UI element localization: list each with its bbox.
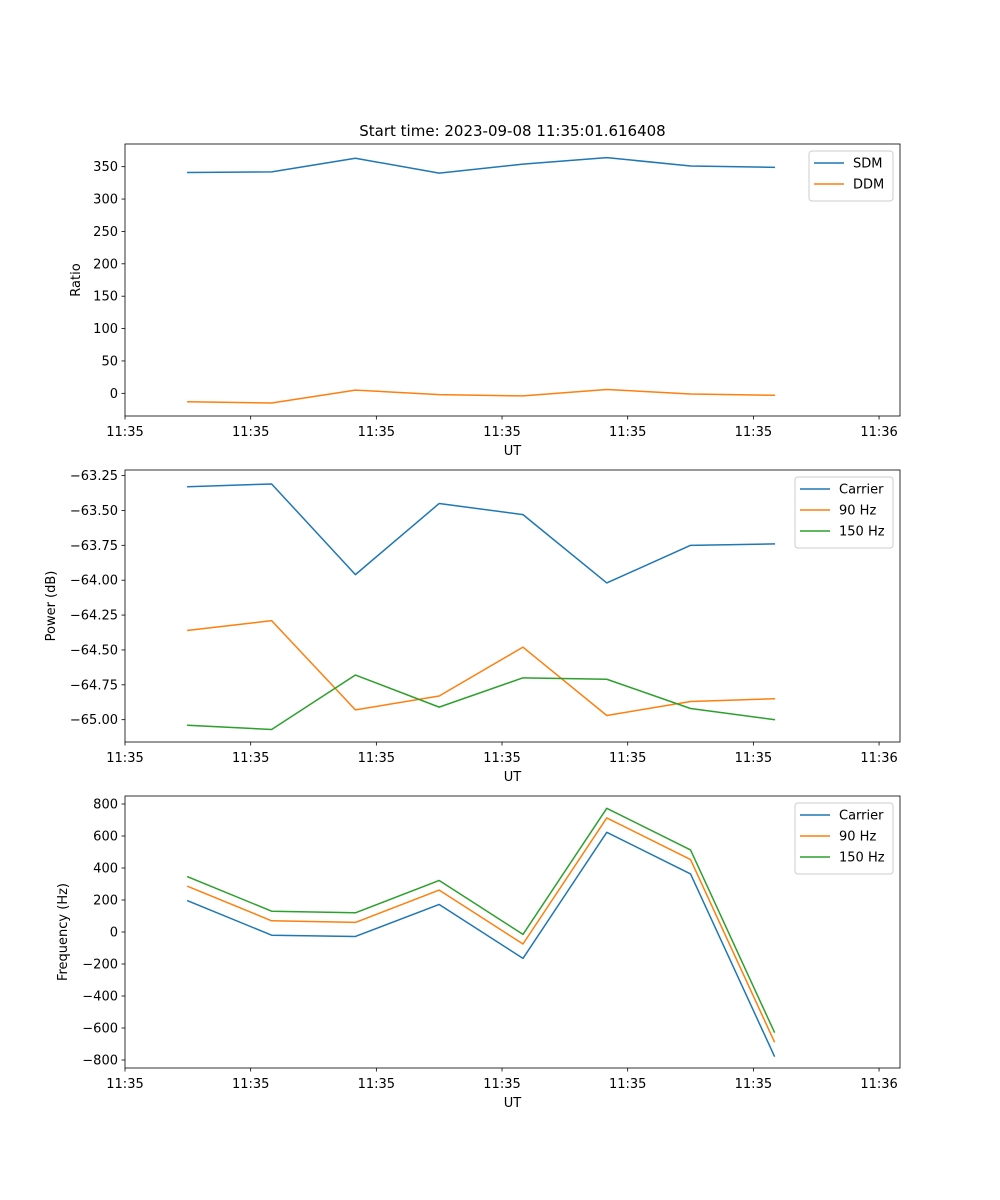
x-tick-label: 11:35 [358,425,395,440]
x-tick-label: 11:35 [106,751,143,766]
y-tick-label: 150 [93,290,118,305]
legend: Carrier 90 Hz 150 Hz [794,802,894,875]
y-tick-label: −600 [82,1022,118,1037]
x-tick-label: 11:35 [483,425,520,440]
legend-entry: 150 Hz [839,851,885,866]
x-tick-label: 11:35 [358,751,395,766]
plot-frame [124,469,901,743]
y-tick-label: 50 [101,354,118,369]
x-tick-label: 11:35 [609,425,646,440]
x-tick-label: 11:35 [483,1077,520,1092]
y-tick-label: −63.75 [70,539,118,554]
legend-entry: 90 Hz [839,504,876,519]
y-tick-label: 0 [110,387,118,402]
x-axis-label: UT [504,444,522,459]
y-tick-label: 800 [93,798,118,813]
x-tick-label: 11:35 [609,1077,646,1092]
x-tick-label: 11:35 [232,425,269,440]
plot-frame [124,143,901,417]
x-tick-label: 11:35 [609,751,646,766]
y-axis-label: Power (dB) [44,571,59,642]
panel-1: 11:35 11:35 11:35 11:35 11:35 11:35 11:36 0 50 10… [69,143,901,459]
series-line-carrier [187,483,776,584]
x-tick-label: 11:35 [358,1077,395,1092]
series-line-90-hz [186,817,776,1043]
x-tick-label: 11:35 [735,1077,772,1092]
y-tick-label: 600 [93,830,118,845]
x-tick-label: 11:35 [232,1077,269,1092]
x-tick-label: 11:36 [860,425,897,440]
y-tick-label: −64.00 [70,574,118,589]
series-line-carrier [186,831,776,1057]
x-tick-label: 11:35 [106,425,143,440]
legend-entry: 90 Hz [839,830,876,845]
panel-3: 11:35 11:35 11:35 11:35 11:35 11:35 11:36 −800 −… [56,795,901,1111]
series-line-90-hz [187,619,776,717]
legend-entry: 150 Hz [839,525,885,540]
x-tick-label: 11:35 [735,751,772,766]
series-line-ddm [187,388,776,404]
y-tick-label: 200 [93,257,118,272]
x-tick-label: 11:36 [860,751,897,766]
x-axis-label: UT [504,1096,522,1111]
x-tick-label: 11:35 [106,1077,143,1092]
legend: Carrier 90 Hz 150 Hz [794,476,894,549]
y-tick-label: −63.25 [70,469,118,484]
x-tick-label: 11:35 [483,751,520,766]
y-axis-label: Ratio [69,263,84,296]
y-axis-label: Frequency (Hz) [56,883,71,981]
y-tick-label: −64.50 [70,643,118,658]
x-tick-label: 11:35 [232,751,269,766]
y-tick-label: −800 [82,1054,118,1069]
panel-2: 11:35 11:35 11:35 11:35 11:35 11:35 11:36 −65.0… [44,469,901,785]
legend-entry: Carrier [839,809,884,824]
series-line-150-hz [186,807,776,1033]
x-axis-label: UT [504,770,522,785]
y-tick-label: 200 [93,894,118,909]
x-tick-label: 11:35 [735,425,772,440]
y-tick-label: 100 [93,322,118,337]
y-tick-label: −64.25 [70,609,118,624]
y-tick-label: −63.50 [70,504,118,519]
series-line-150-hz [187,674,776,731]
y-tick-label: 350 [93,160,118,175]
chart-title: Start time: 2023-09-08 11:35:01.616408 [359,122,665,140]
plot-frame [124,795,901,1069]
y-tick-label: 250 [93,225,118,240]
x-tick-label: 11:36 [860,1077,897,1092]
y-tick-label: −65.00 [70,713,118,728]
y-tick-label: 0 [110,926,118,941]
legend: SDM DDM [808,150,894,202]
legend-entry: Carrier [839,483,884,498]
y-tick-label: −400 [82,990,118,1005]
y-tick-label: −200 [82,958,118,973]
legend-entry: SDM [853,157,882,172]
legend-entry: DDM [853,178,884,193]
chart-panels: 11:35 11:35 11:35 11:35 11:35 11:35 11:36 0 50 10… [44,143,901,1111]
series-line-sdm [187,156,776,174]
y-tick-label: −64.75 [70,678,118,693]
y-tick-label: 300 [93,193,118,208]
y-tick-label: 400 [93,862,118,877]
